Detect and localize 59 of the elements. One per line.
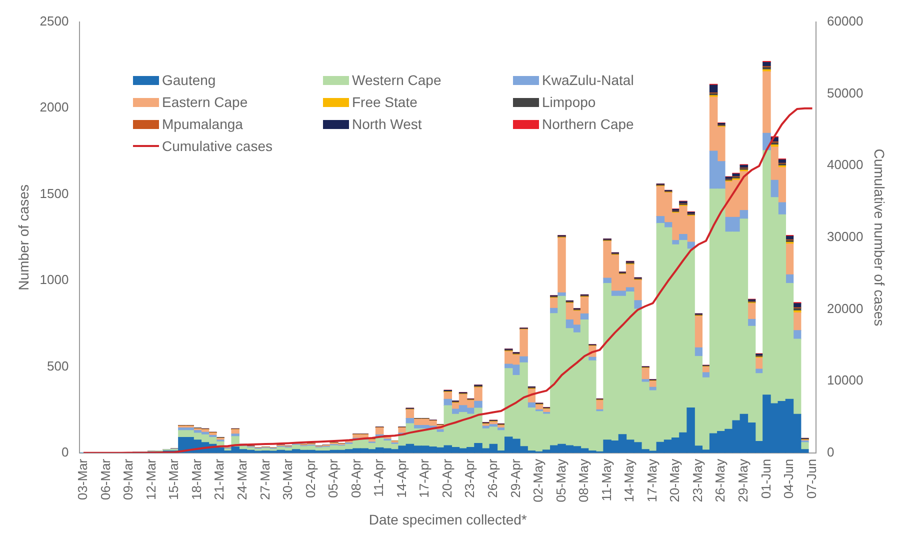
- x-tick-label: 12-Mar: [143, 458, 158, 500]
- x-axis-title: Date specimen collected*: [368, 511, 528, 528]
- y2-tick-label: 40000: [827, 157, 864, 172]
- x-tick-label: 26-Apr: [485, 458, 500, 498]
- x-tick-label: 29-Apr: [508, 458, 523, 498]
- y-tick-label: 1000: [40, 272, 69, 288]
- legend-label: North West: [352, 116, 422, 132]
- x-tick-label: 26-May: [712, 458, 728, 502]
- x-tick-label: 17-May: [644, 458, 660, 502]
- legend-label: Eastern Cape: [162, 94, 248, 110]
- x-tick-label: 23-May: [690, 458, 705, 502]
- x-tick-label: 05-Apr: [326, 458, 341, 498]
- x-tick-label: 30-Mar: [280, 458, 296, 500]
- x-tick-label: 03-Mar: [75, 458, 90, 500]
- y2-axis-title: Cumulative number of cases: [872, 148, 888, 326]
- x-tick-label: 20-May: [667, 458, 682, 502]
- x-tick-label: 21-Mar: [212, 458, 227, 500]
- x-tick-label: 27-Mar: [257, 458, 272, 500]
- legend-label: Mpumalanga: [162, 116, 243, 132]
- x-tick-label: 05-May: [553, 458, 568, 502]
- y2-tick-label: 50000: [827, 85, 864, 100]
- y-tick-label: 0: [61, 444, 69, 460]
- y2-tick-label: 10000: [827, 372, 864, 388]
- x-tick-label: 06-Mar: [98, 458, 113, 500]
- legend-label: Cumulative cases: [162, 138, 272, 154]
- x-tick-label: 04-Jun: [781, 458, 796, 499]
- legend-label: KwaZulu-Natal: [542, 72, 634, 88]
- legend-label: Western Cape: [352, 72, 442, 88]
- y-tick-label: 2000: [40, 100, 69, 115]
- x-tick-label: 11-May: [598, 458, 614, 502]
- y-tick-label: 2500: [40, 14, 69, 29]
- x-tick-label: 08-May: [576, 458, 592, 502]
- y2-tick-label: 20000: [827, 300, 864, 316]
- x-tick-label: 01-Jun: [758, 458, 774, 499]
- y2-tick-label: 0: [827, 444, 834, 460]
- legend-label: Gauteng: [162, 72, 216, 88]
- x-tick-label: 24-Mar: [234, 458, 250, 500]
- x-tick-label: 09-Mar: [120, 458, 136, 500]
- y-axis-title: Number of cases: [15, 184, 32, 290]
- x-tick-label: 07-Jun: [804, 458, 819, 499]
- y-tick-label: 500: [47, 358, 69, 374]
- x-tick-label: 02-May: [530, 458, 546, 502]
- y-tick-label: 1500: [40, 186, 69, 201]
- x-tick-label: 14-Apr: [394, 458, 409, 498]
- y2-tick-label: 30000: [827, 229, 864, 244]
- x-tick-label: 08-Apr: [348, 458, 364, 498]
- legend-label: Free State: [352, 94, 418, 110]
- x-tick-label: 23-Apr: [462, 458, 478, 498]
- x-tick-label: 11-Apr: [371, 458, 386, 497]
- x-tick-label: 29-May: [736, 458, 751, 502]
- x-tick-label: 14-May: [622, 458, 637, 502]
- x-tick-label: 15-Mar: [166, 458, 182, 500]
- x-tick-label: 18-Mar: [188, 458, 204, 500]
- legend-label: Northern Cape: [542, 116, 634, 132]
- x-tick-label: 17-Apr: [416, 458, 432, 498]
- x-tick-label: 02-Apr: [302, 458, 318, 498]
- legend-label: Limpopo: [542, 94, 596, 110]
- y2-tick-label: 60000: [827, 14, 864, 29]
- x-tick-label: 20-Apr: [439, 458, 454, 498]
